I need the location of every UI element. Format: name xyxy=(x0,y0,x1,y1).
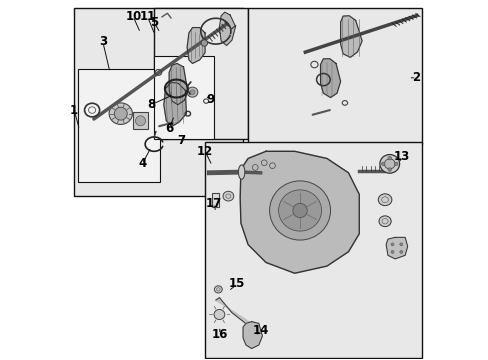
Ellipse shape xyxy=(378,194,391,206)
Bar xyxy=(247,8,421,144)
Bar xyxy=(204,142,421,357)
Circle shape xyxy=(269,163,275,168)
Polygon shape xyxy=(243,321,262,348)
Polygon shape xyxy=(340,16,362,57)
Circle shape xyxy=(135,116,145,126)
Text: 17: 17 xyxy=(205,197,222,210)
Bar xyxy=(74,8,242,196)
Circle shape xyxy=(252,165,258,170)
Text: 14: 14 xyxy=(252,324,268,337)
Ellipse shape xyxy=(214,310,224,319)
Text: 10: 10 xyxy=(125,10,141,23)
Ellipse shape xyxy=(278,190,321,231)
Circle shape xyxy=(399,243,402,246)
Bar xyxy=(211,193,219,207)
Text: 8: 8 xyxy=(147,98,155,111)
Ellipse shape xyxy=(269,181,330,240)
Ellipse shape xyxy=(378,216,390,226)
Circle shape xyxy=(261,160,266,166)
Circle shape xyxy=(399,251,402,253)
Text: 12: 12 xyxy=(197,145,213,158)
Text: 7: 7 xyxy=(177,134,185,147)
Polygon shape xyxy=(320,59,340,98)
Text: 9: 9 xyxy=(206,93,214,106)
Ellipse shape xyxy=(201,40,207,46)
Text: 15: 15 xyxy=(229,278,245,291)
Bar xyxy=(154,56,214,139)
Ellipse shape xyxy=(384,159,394,169)
Polygon shape xyxy=(169,63,187,105)
Text: 5: 5 xyxy=(150,16,158,29)
Ellipse shape xyxy=(238,165,244,179)
Text: 3: 3 xyxy=(99,35,107,49)
Bar xyxy=(133,112,148,130)
Circle shape xyxy=(390,243,393,246)
Text: 13: 13 xyxy=(393,150,409,163)
Text: 6: 6 xyxy=(165,122,173,135)
Bar xyxy=(154,8,247,139)
Polygon shape xyxy=(386,237,407,259)
Ellipse shape xyxy=(214,286,222,293)
Circle shape xyxy=(387,168,391,171)
Ellipse shape xyxy=(379,154,399,173)
Text: 4: 4 xyxy=(138,157,146,170)
Text: 2: 2 xyxy=(412,71,420,84)
Polygon shape xyxy=(163,82,186,126)
Ellipse shape xyxy=(223,191,233,201)
Circle shape xyxy=(387,156,391,160)
Ellipse shape xyxy=(109,103,132,125)
Bar xyxy=(78,69,160,182)
Circle shape xyxy=(394,162,397,166)
Polygon shape xyxy=(215,298,251,325)
Polygon shape xyxy=(187,28,204,63)
Circle shape xyxy=(381,162,384,166)
Circle shape xyxy=(390,251,393,253)
Circle shape xyxy=(292,203,306,218)
Text: 1: 1 xyxy=(70,104,78,117)
Ellipse shape xyxy=(187,87,198,97)
Text: 16: 16 xyxy=(211,328,227,341)
Text: 11: 11 xyxy=(139,10,156,23)
Circle shape xyxy=(114,107,127,120)
Ellipse shape xyxy=(190,90,195,94)
Polygon shape xyxy=(219,12,235,45)
Polygon shape xyxy=(240,151,359,273)
